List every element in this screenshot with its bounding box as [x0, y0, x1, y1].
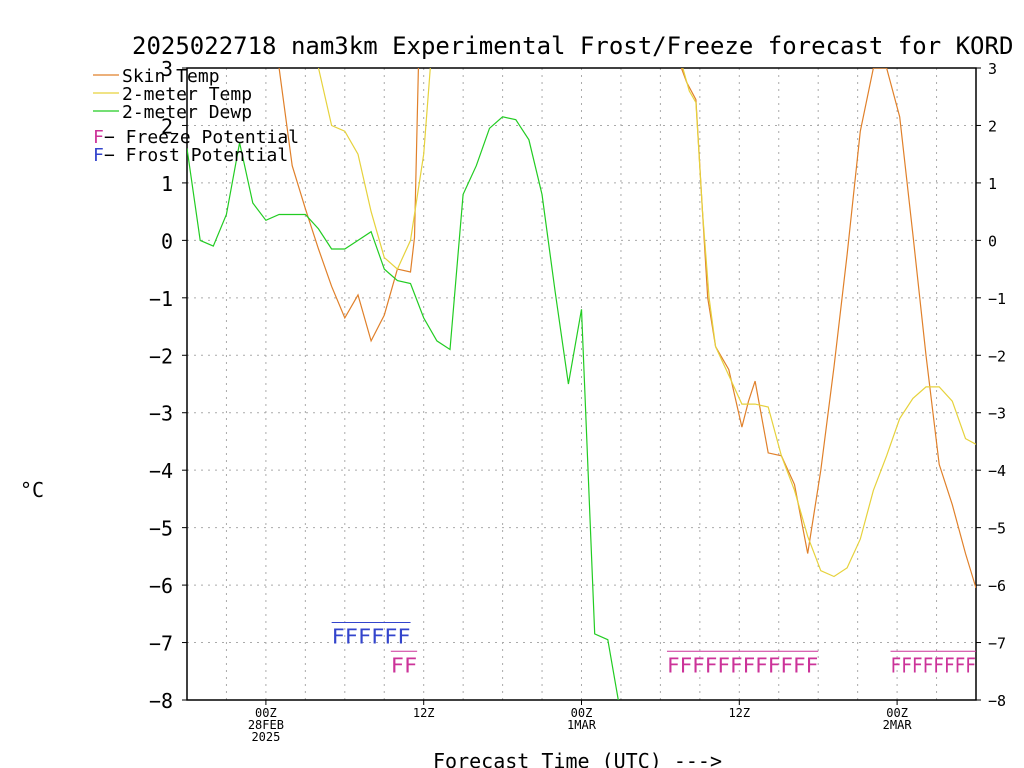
- y-tick-label: −1: [149, 287, 173, 311]
- y-tick-label-right: 3: [988, 60, 997, 78]
- y-tick-label: 3: [161, 57, 173, 81]
- x-tick-label: 1MAR: [567, 718, 597, 732]
- marker-frost: FFFFFF: [332, 625, 411, 649]
- x-tick-label: 28FEB: [248, 718, 284, 732]
- y-tick-label: −5: [149, 517, 173, 541]
- y-tick-label: −6: [149, 574, 173, 598]
- y-tick-label: −4: [149, 459, 173, 483]
- series-lines: [187, 68, 976, 700]
- x-tick-label: 12Z: [413, 706, 435, 720]
- grid: [187, 68, 976, 700]
- series-line-skin-temp: [278, 68, 419, 343]
- chart-title: 2025022718 nam3km Experimental Frost/Fre…: [132, 32, 1013, 60]
- y-tick-label-right: −7: [988, 635, 1006, 653]
- y-tick-label: −8: [149, 689, 173, 713]
- y-tick-label-right: −5: [988, 520, 1006, 538]
- x-axis-label: Forecast Time (UTC) --->: [433, 749, 722, 768]
- legend-potential-label: − Freeze Potential: [104, 127, 299, 148]
- legend-label: 2-meter Temp: [122, 84, 252, 105]
- legend-potential-label: − Frost Potential: [104, 145, 288, 166]
- series-line-2-meter-temp: [682, 68, 976, 578]
- series-line-2-meter-dewp: [187, 116, 619, 700]
- series-line-skin-temp: [680, 68, 976, 589]
- y-tick-label: −3: [149, 402, 173, 426]
- x-tick-label: 00Z: [571, 706, 593, 720]
- axis-ticks: 3 3 2 2 1 1 0 0 −1 −1 −2 −2 −3 −3 −4 −4 −5 −5 −6 −6 −7 −7 −8 −8…: [149, 57, 1006, 744]
- x-tick-label: 12Z: [728, 706, 750, 720]
- y-tick-label: 1: [161, 172, 173, 196]
- x-tick-label: 00Z: [255, 706, 277, 720]
- y-tick-label-right: 0: [988, 232, 997, 250]
- y-tick-label-right: 2: [988, 117, 997, 135]
- y-tick-label: −7: [149, 632, 173, 656]
- y-tick-label-right: −3: [988, 405, 1006, 423]
- y-tick-label-right: −6: [988, 577, 1006, 595]
- y-tick-label: 0: [161, 229, 173, 253]
- y-tick-label: −2: [149, 344, 173, 368]
- x-tick-label: 00Z: [886, 706, 908, 720]
- marker-freeze: FFFFFFFF: [891, 653, 976, 677]
- y-tick-label-right: −1: [988, 290, 1006, 308]
- y-tick-label-right: −2: [988, 347, 1006, 365]
- legend-label: Skin Temp: [122, 66, 220, 87]
- legend-potential-letter: F: [93, 127, 104, 148]
- marker-freeze: FF: [391, 653, 417, 677]
- legend-potential-letter: F: [93, 145, 104, 166]
- y-axis-label: °C: [20, 478, 44, 502]
- y-tick-label-right: 1: [988, 175, 997, 193]
- x-tick-label: 2025: [251, 730, 280, 744]
- x-tick-label: 2MAR: [883, 718, 913, 732]
- series-line-2-meter-temp: [317, 68, 431, 271]
- potential-markers: FFFFFFFF FFFFFFFFFFFF FFFFFFFF: [331, 622, 976, 677]
- y-tick-label-right: −8: [988, 692, 1006, 710]
- marker-freeze: FFFFFFFFFFFF: [667, 653, 818, 677]
- legend-label: 2-meter Dewp: [122, 102, 252, 123]
- y-tick-label: 2: [161, 114, 173, 138]
- y-tick-label-right: −4: [988, 462, 1006, 480]
